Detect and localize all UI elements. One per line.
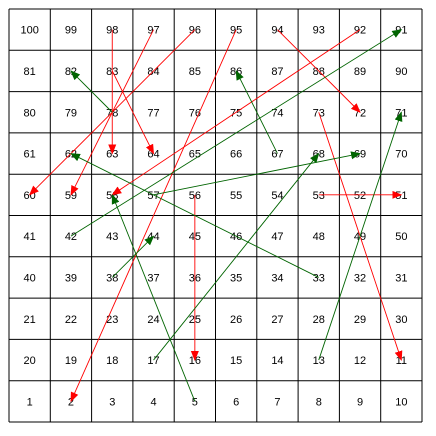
cell-96: 96 bbox=[189, 25, 201, 37]
cell-2: 2 bbox=[68, 396, 74, 408]
cell-61: 61 bbox=[24, 149, 36, 161]
cell-18: 18 bbox=[106, 355, 118, 367]
cell-79: 79 bbox=[65, 107, 77, 119]
snake-94-to-72 bbox=[277, 29, 361, 113]
cell-26: 26 bbox=[230, 314, 242, 326]
cell-77: 77 bbox=[147, 107, 159, 119]
cell-21: 21 bbox=[24, 314, 36, 326]
cell-60: 60 bbox=[24, 190, 36, 202]
cell-91: 91 bbox=[395, 25, 407, 37]
ladder-57-to-69 bbox=[153, 151, 362, 196]
cells-layer: 1009998979695949392918182838485868788899… bbox=[20, 25, 407, 409]
cell-27: 27 bbox=[271, 314, 283, 326]
cell-70: 70 bbox=[395, 149, 407, 161]
cell-43: 43 bbox=[106, 231, 118, 243]
cell-88: 88 bbox=[313, 66, 325, 78]
cell-89: 89 bbox=[354, 66, 366, 78]
cell-6: 6 bbox=[233, 396, 239, 408]
cell-90: 90 bbox=[395, 66, 407, 78]
cell-11: 11 bbox=[396, 355, 407, 367]
cell-4: 4 bbox=[150, 396, 156, 408]
cell-65: 65 bbox=[189, 149, 201, 161]
cell-93: 93 bbox=[313, 25, 325, 37]
cell-38: 38 bbox=[106, 272, 118, 284]
cell-67: 67 bbox=[271, 149, 283, 161]
cell-48: 48 bbox=[313, 231, 325, 243]
cell-28: 28 bbox=[313, 314, 325, 326]
ladder-78-to-82 bbox=[70, 70, 113, 113]
cell-33: 33 bbox=[313, 272, 325, 284]
cell-7: 7 bbox=[274, 396, 280, 408]
cell-92: 92 bbox=[354, 25, 366, 37]
cell-44: 44 bbox=[147, 231, 159, 243]
cell-40: 40 bbox=[24, 272, 36, 284]
cell-74: 74 bbox=[271, 107, 283, 119]
cell-14: 14 bbox=[271, 355, 283, 367]
ladder-42-to-91 bbox=[70, 29, 403, 237]
cell-100: 100 bbox=[20, 25, 38, 37]
ladder-13-to-71 bbox=[318, 111, 403, 361]
ladder-67-to-86 bbox=[235, 70, 278, 154]
cell-34: 34 bbox=[271, 272, 283, 284]
cell-62: 62 bbox=[65, 149, 77, 161]
cell-84: 84 bbox=[147, 66, 159, 78]
cell-85: 85 bbox=[189, 66, 201, 78]
ladder-33-to-62 bbox=[70, 153, 319, 278]
cell-54: 54 bbox=[271, 190, 283, 202]
cell-35: 35 bbox=[230, 272, 242, 284]
cell-1: 1 bbox=[27, 396, 33, 408]
cell-59: 59 bbox=[65, 190, 77, 202]
cell-24: 24 bbox=[147, 314, 159, 326]
cell-94: 94 bbox=[271, 25, 283, 37]
cell-51: 51 bbox=[395, 190, 407, 202]
cell-22: 22 bbox=[65, 314, 77, 326]
cell-29: 29 bbox=[354, 314, 366, 326]
cell-47: 47 bbox=[271, 231, 283, 243]
cell-52: 52 bbox=[354, 190, 366, 202]
cell-37: 37 bbox=[147, 272, 159, 284]
snakes-layer bbox=[28, 29, 403, 403]
cell-55: 55 bbox=[230, 190, 242, 202]
cell-99: 99 bbox=[65, 25, 77, 37]
cell-3: 3 bbox=[109, 396, 115, 408]
cell-9: 9 bbox=[357, 396, 363, 408]
cell-5: 5 bbox=[192, 396, 198, 408]
cell-19: 19 bbox=[65, 355, 77, 367]
cell-15: 15 bbox=[230, 355, 242, 367]
cell-50: 50 bbox=[395, 231, 407, 243]
cell-53: 53 bbox=[313, 190, 325, 202]
cell-12: 12 bbox=[354, 355, 366, 367]
cell-57: 57 bbox=[147, 190, 159, 202]
snake-92-to-58 bbox=[111, 29, 361, 196]
cell-31: 31 bbox=[395, 272, 407, 284]
ladders-layer bbox=[70, 29, 403, 402]
ladder-5-to-58 bbox=[111, 193, 196, 402]
cell-64: 64 bbox=[147, 149, 159, 161]
cell-20: 20 bbox=[24, 355, 36, 367]
cell-32: 32 bbox=[354, 272, 366, 284]
cell-39: 39 bbox=[65, 272, 77, 284]
cell-72: 72 bbox=[354, 107, 366, 119]
cell-10: 10 bbox=[395, 396, 407, 408]
cell-87: 87 bbox=[271, 66, 283, 78]
snake-95-to-2 bbox=[70, 29, 237, 403]
snake-83-to-64 bbox=[111, 70, 154, 155]
cell-30: 30 bbox=[395, 314, 407, 326]
cell-41: 41 bbox=[24, 231, 36, 243]
cell-80: 80 bbox=[24, 107, 36, 119]
ladder-38-to-44 bbox=[111, 235, 155, 278]
cell-66: 66 bbox=[230, 149, 242, 161]
cell-8: 8 bbox=[316, 396, 322, 408]
cell-23: 23 bbox=[106, 314, 118, 326]
cell-81: 81 bbox=[24, 66, 36, 78]
ladder-17-to-68 bbox=[153, 152, 320, 361]
cell-46: 46 bbox=[230, 231, 242, 243]
cell-13: 13 bbox=[313, 355, 325, 367]
cell-82: 82 bbox=[65, 66, 77, 78]
cell-17: 17 bbox=[147, 355, 159, 367]
